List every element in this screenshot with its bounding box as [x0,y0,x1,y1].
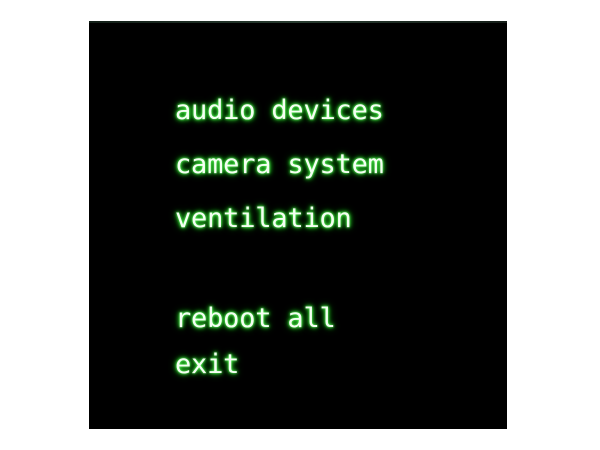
menu-item-exit[interactable]: exit [175,349,240,380]
menu-item-ventilation[interactable]: ventilation [175,203,352,234]
menu-item-audio-devices[interactable]: audio devices [175,95,384,126]
menu-item-camera-system[interactable]: camera system [175,149,384,180]
terminal-screen: audio devices camera system ventilation … [89,21,507,429]
menu-item-reboot-all[interactable]: reboot all [175,303,336,334]
